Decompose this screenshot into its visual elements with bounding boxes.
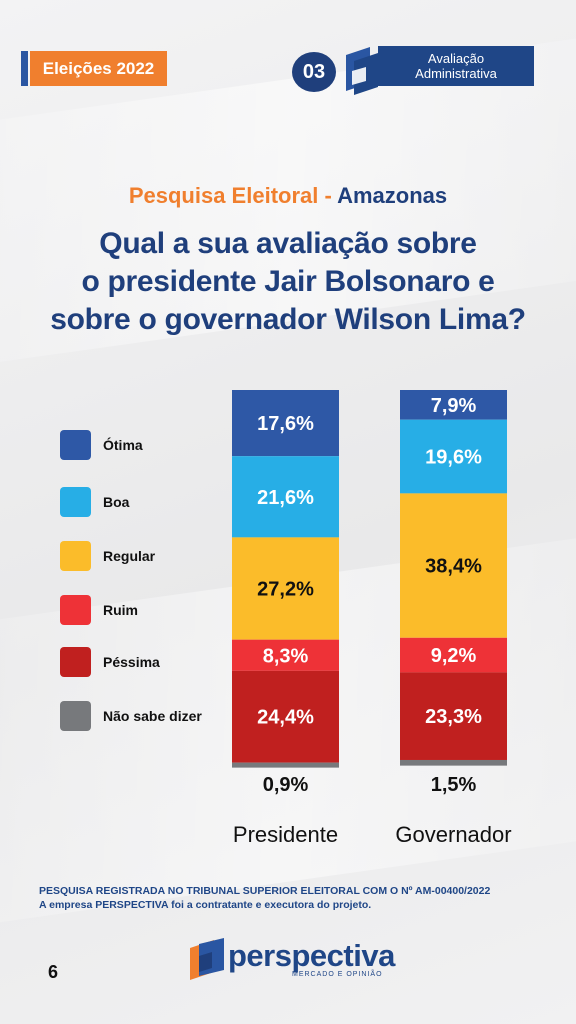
question-line: Qual a sua avaliação sobre — [99, 227, 477, 260]
legend-label: Boa — [103, 494, 130, 510]
category-label: Governador — [395, 822, 511, 847]
data-label: 9,2% — [431, 645, 477, 667]
survey-state: Amazonas — [337, 183, 448, 208]
registration-note: PESQUISA REGISTRADA NO TRIBUNAL SUPERIOR… — [39, 884, 490, 912]
legend-item-pessima: Péssima — [60, 647, 160, 677]
data-label: 19,6% — [425, 447, 482, 469]
bar-segment-ruim-1 — [400, 637, 507, 673]
brand-name: perspectiva — [228, 938, 395, 973]
legend-item-ruim: Ruim — [60, 595, 138, 625]
question-line: o presidente Jair Bolsonaro e — [81, 265, 495, 298]
bar-segment-não-sabe-dizer-0 — [232, 762, 339, 768]
legend-label: Ruim — [103, 602, 138, 618]
section-number-badge: 03 — [292, 52, 336, 92]
section-title-box: Avaliação Administrativa — [378, 46, 534, 86]
data-label: 27,2% — [257, 579, 314, 601]
contractor-line: A empresa PERSPECTIVA foi a contratante … — [39, 899, 372, 911]
legend-label: Regular — [103, 548, 156, 564]
election-badge: Eleições 2022 — [30, 51, 167, 86]
survey-subtitle: Pesquisa Eleitoral - Amazonas — [0, 183, 576, 209]
data-label: 23,3% — [425, 706, 482, 728]
bar-segment-regular-0 — [232, 537, 339, 640]
bar-segment-ótima-1 — [400, 390, 507, 420]
legend-swatch — [60, 541, 91, 571]
legend-label: Não sabe dizer — [103, 708, 202, 724]
bar-segment-regular-1 — [400, 493, 507, 638]
survey-question: Qual a sua avaliação sobre o presidente … — [20, 225, 556, 339]
bar-segment-péssima-1 — [400, 672, 507, 760]
section-title-line1: Avaliação — [427, 51, 485, 66]
bar-segment-boa-0 — [232, 456, 339, 538]
header-accent-bar — [21, 51, 28, 86]
bar-segment-boa-1 — [400, 419, 507, 494]
data-label: 8,3% — [263, 645, 309, 667]
legend-item-regular: Regular — [60, 541, 155, 571]
bar-segment-não-sabe-dizer-1 — [400, 759, 507, 766]
category-label: Presidente — [233, 822, 338, 847]
perspectiva-brand-icon — [190, 938, 224, 980]
legend-swatch — [60, 487, 91, 517]
data-label: 0,9% — [263, 774, 309, 796]
data-label: 21,6% — [257, 487, 314, 509]
bar-segment-péssima-0 — [232, 670, 339, 763]
legend-item-otima: Ótima — [60, 430, 143, 460]
legend-swatch — [60, 430, 91, 460]
survey-label: Pesquisa Eleitoral - — [128, 183, 338, 208]
legend-label: Péssima — [103, 654, 160, 670]
data-label: 1,5% — [431, 774, 477, 796]
page-number: 6 — [48, 962, 59, 982]
brand-tagline: MERCADO E OPINIÃO — [292, 971, 383, 978]
data-label: 24,4% — [257, 707, 314, 729]
legend-item-nao-sabe: Não sabe dizer — [60, 701, 202, 731]
brand-logo: perspectiva MERCADO E OPINIÃO — [228, 938, 395, 979]
legend-swatch — [60, 595, 91, 625]
data-label: 17,6% — [257, 413, 314, 435]
bar-segment-ruim-0 — [232, 639, 339, 671]
data-label: 38,4% — [425, 556, 482, 578]
section-title-line2: Administrativa — [415, 66, 497, 81]
registration-line: PESQUISA REGISTRADA NO TRIBUNAL SUPERIOR… — [39, 885, 491, 897]
legend-swatch — [60, 701, 91, 731]
question-line: sobre o governador Wilson Lima? — [50, 303, 526, 336]
perspectiva-logo-icon — [346, 47, 378, 95]
legend-label: Ótima — [103, 437, 143, 453]
bar-segment-ótima-0 — [232, 390, 339, 457]
data-label: 7,9% — [431, 395, 477, 417]
legend-swatch — [60, 647, 91, 677]
legend-item-boa: Boa — [60, 487, 129, 517]
